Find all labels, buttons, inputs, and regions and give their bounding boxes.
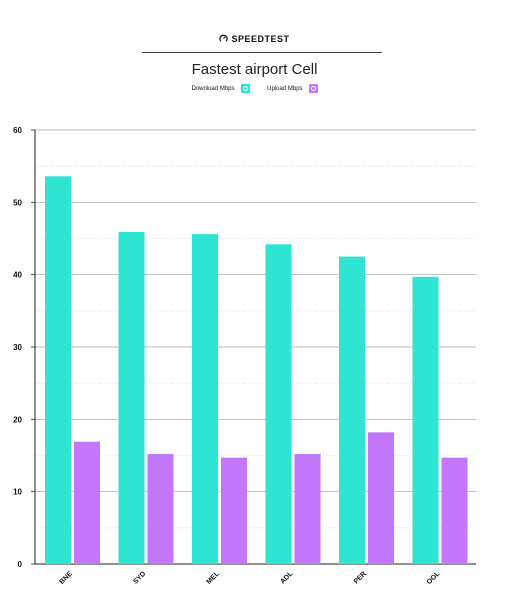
chart-title: Fastest airport Cell	[191, 61, 318, 78]
brand-name: SPEEDTEST	[231, 34, 290, 44]
y-tick-label: 30	[13, 343, 22, 352]
y-tick-label: 0	[18, 560, 23, 569]
bar-download-bne	[45, 176, 71, 564]
bar-upload-adl	[294, 454, 321, 564]
bar-upload-per	[368, 432, 394, 564]
bar-download-per	[339, 256, 365, 564]
y-tick-label: 10	[13, 488, 22, 497]
legend-item-download: Download Mbps	[191, 84, 250, 93]
download-circle-icon	[240, 84, 250, 93]
bar-upload-ool	[441, 457, 468, 564]
legend-label-download: Download Mbps	[191, 85, 235, 92]
legend: Download Mbps Upload Mbps	[0, 84, 509, 93]
bar-download-syd	[118, 231, 145, 565]
x-tick-label: BNE	[59, 570, 75, 586]
legend-label-upload: Upload Mbps	[267, 85, 303, 92]
bar-upload-syd	[147, 454, 174, 564]
upload-circle-icon	[308, 84, 318, 93]
bar-download-ool	[412, 276, 439, 564]
gauge-icon	[219, 34, 229, 42]
speedtest-logo: SPEEDTEST	[0, 34, 509, 44]
x-tick-label: SYD	[132, 570, 147, 585]
y-tick-label: 20	[13, 415, 22, 424]
bar-download-adl	[265, 244, 292, 564]
y-tick-label: 60	[13, 126, 22, 135]
bar-download-mel	[192, 234, 218, 564]
x-tick-label: ADL	[279, 570, 295, 586]
x-tick-label: OOL	[426, 570, 442, 586]
legend-item-upload: Upload Mbps	[267, 84, 318, 93]
x-tick-label: PER	[353, 570, 368, 585]
title-divider	[142, 52, 382, 53]
bar-upload-bne	[74, 441, 100, 564]
bar-upload-mel	[221, 457, 247, 564]
y-tick-label: 50	[13, 198, 22, 207]
y-tick-label: 40	[13, 271, 22, 280]
x-tick-label: MEL	[206, 570, 222, 586]
